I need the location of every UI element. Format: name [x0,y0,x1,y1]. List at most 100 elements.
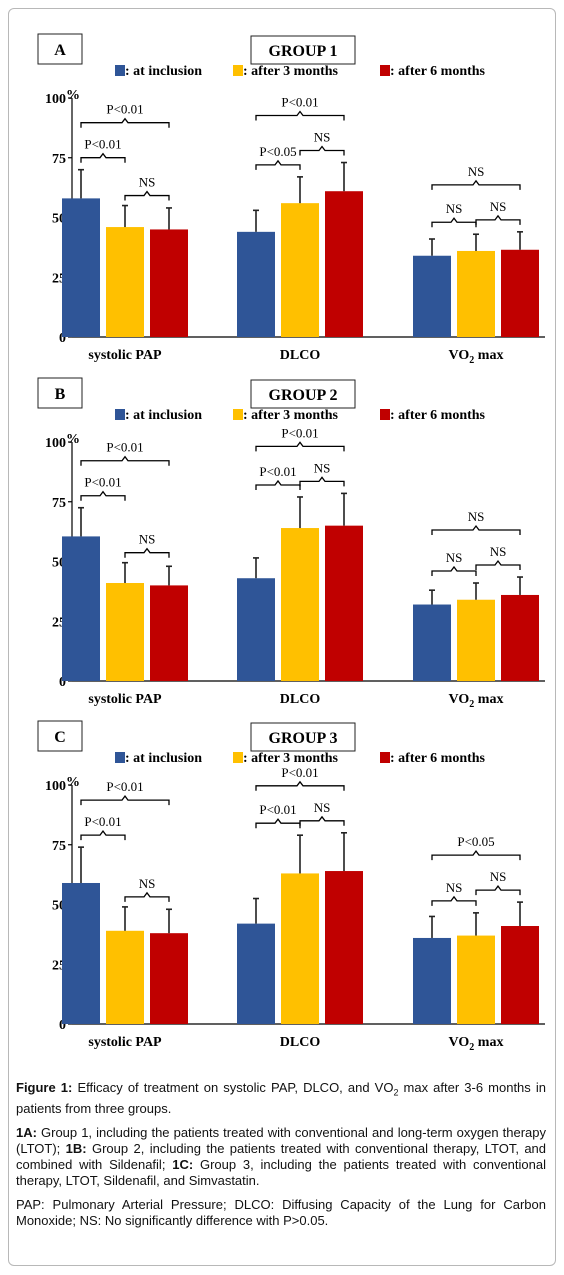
significance-label-2: P<0.01 [106,440,143,455]
bar-0-2 [150,933,188,1024]
bar-2-1 [457,599,495,681]
chart-title: GROUP 1 [269,43,338,60]
significance-label-0: P<0.01 [84,814,121,829]
significance-bracket-2 [80,117,170,128]
figure-caption: Figure 1: Efficacy of treatment on systo… [16,1080,546,1237]
category-label-part: max [474,1035,503,1050]
group-title-box [250,379,356,409]
significance-label-6: NS [446,201,463,216]
caption-figure-label: Figure 1: [16,1080,73,1095]
significance-bracket-5 [255,441,345,452]
bar-1-2 [325,191,363,337]
category-label-2: VO2 max [449,692,504,710]
bar-1-0 [237,923,275,1024]
chart-panel-group-2: B GROUP 2: at inclusion: after 3 months: … [37,377,545,710]
significance-bracket-5 [255,780,345,791]
bar-0-0 [62,536,100,681]
significance-label-7: NS [490,199,507,214]
significance-bracket-0 [80,490,126,501]
bar-2-2 [501,249,539,337]
category-label-0: systolic PAP [88,692,162,707]
category-label-part: VO [449,348,470,363]
bar-2-0 [413,937,451,1024]
caption-figure-text-post: max after 3-6 months in patients from th… [16,1080,546,1116]
y-axis-label: % [66,775,80,790]
legend-label-2: : after 6 months [390,408,486,423]
chart-title: GROUP 2 [269,387,338,404]
category-label-part: max [474,348,503,363]
caption-groups-paragraph: 1A: Group 1, including the patients trea… [16,1125,546,1189]
y-tick-label: 75 [52,496,66,511]
legend-swatch-2 [380,65,390,76]
y-tick-label: 100 [45,779,66,794]
panel-letter: A [54,42,66,59]
significance-bracket-3 [255,818,301,829]
significance-label-3: P<0.05 [259,144,296,159]
significance-label-8: NS [468,509,485,524]
caption-1a-label: 1A: [16,1124,37,1140]
significance-bracket-6 [431,895,477,906]
y-tick-label: 0 [59,675,66,690]
significance-label-7: NS [490,544,507,559]
significance-bracket-8 [431,524,521,536]
bar-1-1 [281,203,319,337]
significance-bracket-8 [431,179,521,190]
category-label-part: 2 [469,355,474,366]
bar-0-1 [106,583,144,681]
bar-0-1 [106,930,144,1024]
significance-bracket-1 [124,547,170,558]
panel-letter-box [37,377,83,409]
category-label-part: max [474,692,503,707]
y-tick-label: 100 [45,436,66,451]
significance-bracket-3 [255,479,301,490]
caption-1c-text: Group 3, including the patients treated … [16,1156,546,1188]
caption-1b-text: Group 2, including the patients treated … [16,1140,547,1172]
legend-swatch-2 [380,752,390,763]
significance-label-6: NS [446,880,463,895]
legend-label-2: : after 6 months [390,64,486,79]
category-label-1: DLCO [280,692,321,707]
y-tick-label: 0 [59,1018,66,1033]
bar-2-1 [457,250,495,337]
significance-label-4: NS [314,130,331,145]
significance-label-2: P<0.01 [106,779,143,794]
legend-swatch-1 [233,752,243,763]
legend-label-0: : at inclusion [125,408,202,423]
bar-1-2 [325,871,363,1024]
chart-panel-group-1: A GROUP 1: at inclusion: after 3 months: … [37,33,545,366]
legend-label-0: : at inclusion [125,64,202,79]
legend-swatch-0 [115,409,125,420]
legend-swatch-0 [115,752,125,763]
category-label-part: VO [449,1035,470,1050]
panel-letter: C [54,729,66,746]
bar-0-0 [62,198,100,337]
category-label-1: DLCO [280,1035,321,1050]
caption-1b-label: 1B: [65,1140,87,1156]
legend-swatch-1 [233,65,243,76]
y-axis-label: % [66,432,80,447]
y-axis-label: % [66,88,80,103]
chart-title: GROUP 3 [269,730,338,747]
significance-label-1: NS [139,175,156,190]
significance-bracket-1 [124,190,170,201]
significance-bracket-7 [475,214,521,225]
bar-1-0 [237,231,275,337]
significance-bracket-4 [299,476,345,487]
significance-label-3: P<0.01 [259,464,296,479]
category-label-2: VO2 max [449,348,504,366]
significance-bracket-7 [475,885,521,896]
category-label-0: systolic PAP [88,348,162,363]
legend-label-2: : after 6 months [390,751,486,766]
category-label-0: systolic PAP [88,1035,162,1050]
significance-label-0: P<0.01 [84,475,121,490]
caption-figure-sub: 2 [393,1087,399,1098]
significance-bracket-4 [299,815,345,826]
category-label-part: 2 [469,699,474,710]
caption-figure-line: Figure 1: Efficacy of treatment on systo… [16,1080,546,1117]
bar-0-2 [150,585,188,681]
y-tick-label: 75 [52,839,66,854]
significance-bracket-4 [299,145,345,156]
significance-bracket-1 [124,891,170,902]
caption-1a-text: Group 1, including the patients treated … [16,1124,546,1156]
legend-swatch-2 [380,409,390,420]
